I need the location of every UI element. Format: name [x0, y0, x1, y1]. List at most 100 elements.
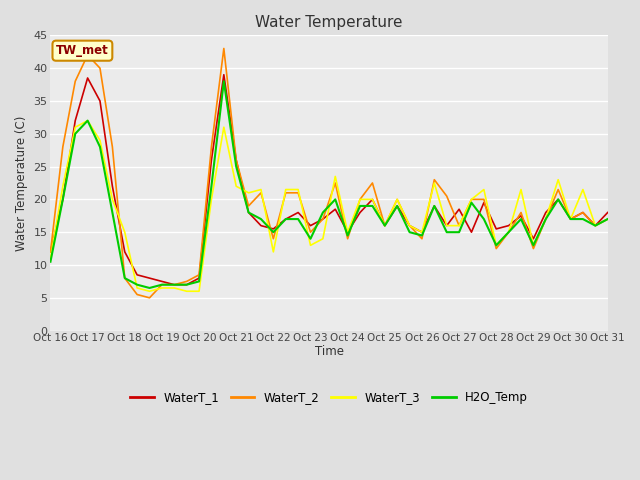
WaterT_1 — [455, 206, 463, 212]
WaterT_2 — [84, 52, 92, 58]
H2O_Temp — [356, 203, 364, 209]
WaterT_2 — [418, 236, 426, 241]
WaterT_3 — [381, 223, 388, 228]
WaterT_2 — [319, 216, 326, 222]
WaterT_1 — [542, 210, 550, 216]
WaterT_3 — [207, 196, 215, 202]
WaterT_1 — [244, 210, 252, 216]
H2O_Temp — [579, 216, 587, 222]
WaterT_2 — [220, 46, 228, 51]
WaterT_2 — [542, 216, 550, 222]
WaterT_1 — [282, 216, 289, 222]
WaterT_1 — [529, 236, 537, 241]
WaterT_3 — [257, 187, 265, 192]
WaterT_2 — [455, 223, 463, 228]
WaterT_2 — [443, 193, 451, 199]
H2O_Temp — [554, 196, 562, 202]
WaterT_3 — [517, 187, 525, 192]
WaterT_3 — [406, 223, 413, 228]
WaterT_2 — [47, 249, 54, 255]
H2O_Temp — [109, 210, 116, 216]
WaterT_3 — [319, 236, 326, 241]
WaterT_1 — [394, 203, 401, 209]
WaterT_1 — [344, 229, 351, 235]
H2O_Temp — [381, 223, 388, 228]
WaterT_1 — [604, 210, 612, 216]
H2O_Temp — [307, 236, 314, 241]
WaterT_1 — [591, 223, 599, 228]
WaterT_2 — [72, 78, 79, 84]
H2O_Temp — [158, 282, 166, 288]
Line: WaterT_1: WaterT_1 — [51, 75, 608, 285]
WaterT_2 — [517, 210, 525, 216]
WaterT_1 — [269, 226, 277, 232]
WaterT_3 — [195, 288, 203, 294]
WaterT_1 — [59, 196, 67, 202]
WaterT_3 — [529, 242, 537, 248]
WaterT_3 — [443, 223, 451, 228]
H2O_Temp — [282, 216, 289, 222]
H2O_Temp — [542, 216, 550, 222]
WaterT_1 — [158, 278, 166, 284]
X-axis label: Time: Time — [315, 345, 344, 358]
WaterT_2 — [591, 223, 599, 228]
WaterT_1 — [232, 157, 240, 163]
H2O_Temp — [84, 118, 92, 123]
WaterT_1 — [566, 216, 574, 222]
WaterT_2 — [468, 196, 476, 202]
WaterT_3 — [542, 216, 550, 222]
WaterT_2 — [170, 282, 178, 288]
WaterT_2 — [121, 275, 129, 281]
WaterT_2 — [480, 196, 488, 202]
WaterT_1 — [96, 98, 104, 104]
H2O_Temp — [369, 203, 376, 209]
WaterT_3 — [554, 177, 562, 182]
WaterT_2 — [59, 144, 67, 150]
WaterT_3 — [294, 187, 302, 192]
H2O_Temp — [431, 203, 438, 209]
WaterT_3 — [566, 216, 574, 222]
WaterT_2 — [158, 282, 166, 288]
WaterT_3 — [505, 229, 513, 235]
H2O_Temp — [269, 229, 277, 235]
H2O_Temp — [394, 203, 401, 209]
WaterT_2 — [269, 236, 277, 241]
WaterT_1 — [406, 223, 413, 228]
WaterT_3 — [369, 196, 376, 202]
WaterT_2 — [133, 292, 141, 298]
WaterT_2 — [529, 246, 537, 252]
WaterT_2 — [307, 229, 314, 235]
H2O_Temp — [244, 210, 252, 216]
WaterT_1 — [468, 229, 476, 235]
H2O_Temp — [207, 183, 215, 189]
WaterT_3 — [72, 124, 79, 130]
WaterT_3 — [579, 187, 587, 192]
H2O_Temp — [220, 78, 228, 84]
WaterT_2 — [369, 180, 376, 186]
WaterT_2 — [381, 223, 388, 228]
WaterT_1 — [517, 213, 525, 219]
H2O_Temp — [257, 216, 265, 222]
WaterT_3 — [394, 196, 401, 202]
Line: WaterT_3: WaterT_3 — [51, 120, 608, 291]
WaterT_1 — [492, 226, 500, 232]
WaterT_3 — [604, 216, 612, 222]
WaterT_2 — [195, 272, 203, 278]
H2O_Temp — [443, 229, 451, 235]
WaterT_1 — [443, 223, 451, 228]
WaterT_3 — [344, 229, 351, 235]
WaterT_2 — [406, 223, 413, 228]
WaterT_3 — [158, 285, 166, 291]
WaterT_3 — [183, 288, 191, 294]
WaterT_1 — [319, 216, 326, 222]
Text: TW_met: TW_met — [56, 44, 109, 57]
H2O_Temp — [529, 242, 537, 248]
H2O_Temp — [294, 216, 302, 222]
WaterT_2 — [332, 180, 339, 186]
WaterT_3 — [96, 137, 104, 143]
H2O_Temp — [604, 216, 612, 222]
WaterT_1 — [207, 157, 215, 163]
WaterT_1 — [220, 72, 228, 78]
WaterT_3 — [282, 187, 289, 192]
WaterT_2 — [207, 144, 215, 150]
